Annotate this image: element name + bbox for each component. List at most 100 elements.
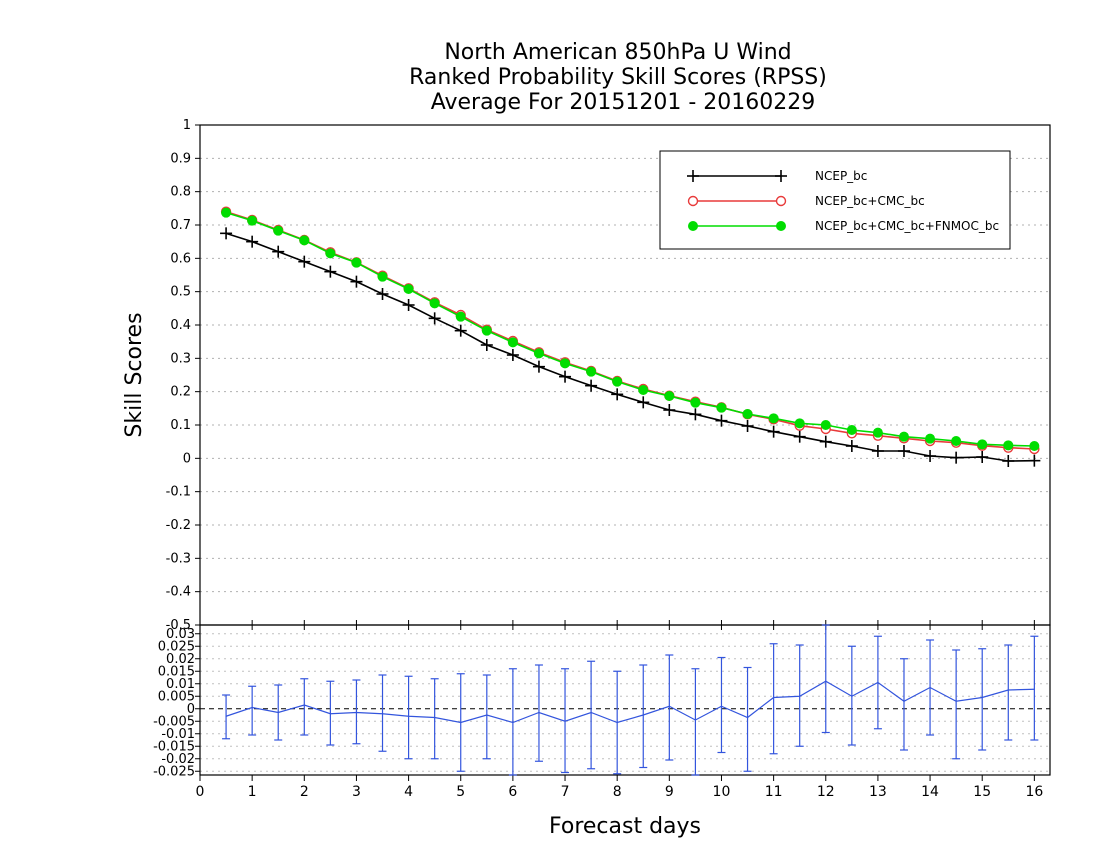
bottom-y-tick-label: 0.005 <box>158 689 195 704</box>
error-bar <box>691 668 700 776</box>
data-point <box>351 257 362 268</box>
x-tick-label: 9 <box>665 784 674 800</box>
legend-label: NCEP_bc+CMC_bc+FNMOC_bc <box>815 219 999 233</box>
data-point <box>846 425 857 435</box>
data-point <box>221 207 232 218</box>
data-point <box>664 391 675 401</box>
y-axis-label: Skill Scores <box>122 312 147 437</box>
error-bar <box>1004 644 1013 741</box>
bottom-y-tick-label: -0.02 <box>161 752 195 767</box>
data-point <box>246 235 259 248</box>
top-y-tick-label: 0.4 <box>170 318 191 333</box>
data-point <box>793 430 806 443</box>
data-point <box>460 721 462 724</box>
data-point <box>715 414 728 427</box>
bottom-y-tick-label: -0.01 <box>161 727 195 742</box>
x-tick-label: 15 <box>973 784 991 800</box>
top-y-tick-label: -0.4 <box>166 585 191 600</box>
x-tick-label: 12 <box>817 784 835 800</box>
data-point <box>512 721 514 724</box>
legend-marker <box>687 195 699 207</box>
series-line <box>225 232 1035 462</box>
top-y-axis: 1 0.9 0.8 0.7 0.6 0.5 0.4 0.3 0.2 0.1 0 -0.1 -0.2 -0.… <box>166 118 200 626</box>
data-point <box>929 686 931 689</box>
bottom-y-tick-label: 0.015 <box>158 664 195 679</box>
data-point <box>377 271 388 282</box>
data-point <box>586 366 597 377</box>
x-tick-label: 2 <box>300 784 309 800</box>
data-point <box>538 711 540 714</box>
data-point <box>720 705 723 707</box>
legend-label: NCEP_bc <box>815 169 867 183</box>
error-bar <box>222 694 231 740</box>
top-y-tick-label: 0.8 <box>170 185 191 200</box>
error-bar <box>482 674 491 760</box>
title-line-1: North American 850hPa U Wind <box>444 40 791 65</box>
legend-item: NCEP_bc <box>687 169 867 183</box>
data-point <box>950 451 963 464</box>
x-tick-label: 6 <box>508 784 517 800</box>
data-point <box>741 420 754 432</box>
top-y-tick-label: 1 <box>183 118 191 133</box>
data-point <box>407 715 410 717</box>
error-bar <box>248 685 257 736</box>
error-bar <box>352 679 361 745</box>
data-point <box>325 248 336 259</box>
data-point <box>1028 454 1041 467</box>
title-line-3: Average For 20151201 - 20160229 <box>431 90 816 115</box>
legend-item: NCEP_bc+CMC_bc <box>687 194 925 208</box>
data-point <box>872 427 883 438</box>
x-tick-label: 5 <box>456 784 465 800</box>
data-point <box>403 284 414 294</box>
bottom-y-tick-label: 0.02 <box>166 652 195 667</box>
data-point <box>819 435 832 448</box>
data-point <box>480 339 493 351</box>
bottom-y-tick-label: -0.005 <box>153 714 195 729</box>
x-axis: 0 1 2 3 4 5 6 7 8 9 10 11 12 13 14 15 16 <box>196 620 1043 800</box>
top-y-tick-label: 0.1 <box>170 418 191 433</box>
data-point <box>616 721 618 724</box>
x-tick-label: 10 <box>713 784 731 800</box>
bottom-y-tick-label: 0.025 <box>158 639 195 654</box>
data-point <box>507 337 518 348</box>
data-point <box>1029 441 1040 451</box>
data-point <box>742 409 753 419</box>
data-point <box>663 404 676 416</box>
series-1 <box>220 227 1041 467</box>
legend-marker <box>687 170 699 182</box>
data-point <box>924 450 937 462</box>
error-bar <box>769 643 778 755</box>
x-tick-label: 16 <box>1025 784 1043 800</box>
error-bar <box>404 675 413 760</box>
top-y-tick-label: 0.7 <box>170 218 191 233</box>
bottom-y-tick-label: 0.01 <box>166 677 195 692</box>
legend-marker <box>775 170 787 182</box>
data-point <box>481 325 492 336</box>
data-point <box>225 715 227 717</box>
error-bar <box>717 656 726 754</box>
legend: NCEP_bc NCEP_bc+CMC_bc NCEP_bc+CMC_bc+FNMO… <box>659 150 1011 250</box>
data-point <box>898 431 909 442</box>
data-point <box>871 445 884 457</box>
data-point <box>637 396 650 409</box>
chart-title: North American 850hPa U Wind Ranked Prob… <box>409 40 827 115</box>
data-point <box>1033 688 1035 690</box>
error-bar <box>952 649 961 760</box>
legend-marker <box>776 221 786 231</box>
error-bar <box>1030 635 1039 741</box>
error-bar <box>821 624 830 734</box>
data-point <box>247 215 258 226</box>
bottom-panel-series <box>222 624 1039 776</box>
data-point <box>799 695 801 697</box>
data-point <box>299 235 310 246</box>
error-bar <box>665 654 674 761</box>
data-point <box>251 706 253 709</box>
data-point <box>638 385 649 395</box>
data-point <box>689 408 702 421</box>
title-line-2: Ranked Probability Skill Scores (RPSS) <box>409 65 827 90</box>
data-point <box>355 711 358 714</box>
x-tick-label: 1 <box>248 784 257 800</box>
error-bar <box>378 674 387 752</box>
data-point <box>220 227 233 240</box>
data-point <box>429 298 440 309</box>
